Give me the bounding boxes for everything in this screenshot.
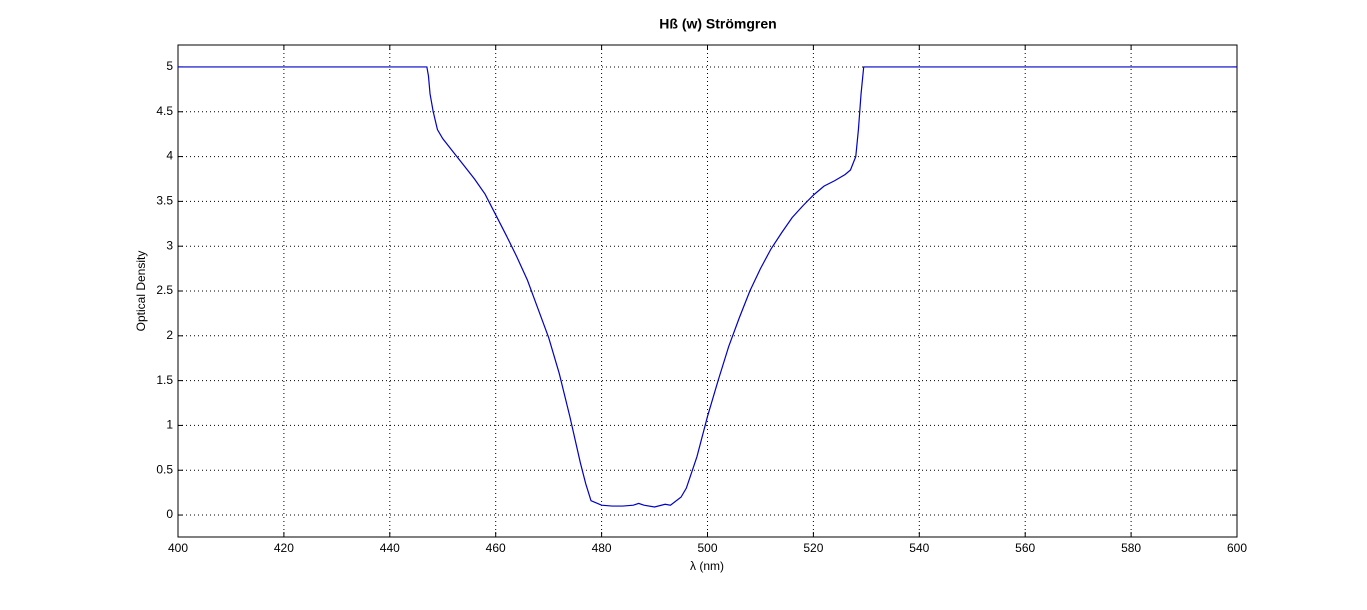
x-tick-label: 560 [1015, 541, 1035, 555]
y-tick-label: 1 [166, 418, 173, 432]
y-axis-label: Optical Density [134, 251, 148, 332]
x-tick-label: 520 [803, 541, 823, 555]
x-tick-label: 440 [380, 541, 400, 555]
y-tick-label: 2.5 [156, 283, 173, 297]
x-tick-label: 580 [1121, 541, 1141, 555]
y-tick-label: 3.5 [156, 194, 173, 208]
y-tick-label: 0 [166, 507, 173, 521]
y-tick-label: 4 [166, 149, 173, 163]
x-tick-label: 400 [168, 541, 188, 555]
x-tick-label: 420 [274, 541, 294, 555]
y-tick-label: 4.5 [156, 104, 173, 118]
x-tick-label: 460 [486, 541, 506, 555]
y-tick-label: 3 [166, 238, 173, 252]
y-tick-label: 0.5 [156, 462, 173, 476]
y-tick-label: 2 [166, 328, 173, 342]
x-tick-label: 480 [592, 541, 612, 555]
y-tick-label: 5 [166, 59, 173, 73]
x-axis-label: λ (nm) [690, 559, 724, 573]
x-tick-label: 500 [697, 541, 717, 555]
y-tick-label: 1.5 [156, 373, 173, 387]
data-line [178, 66, 1237, 508]
x-tick-label: 600 [1227, 541, 1247, 555]
x-tick-label: 540 [909, 541, 929, 555]
plot-frame [177, 44, 1238, 538]
chart-title: Hß (w) Strömgren [659, 16, 776, 32]
